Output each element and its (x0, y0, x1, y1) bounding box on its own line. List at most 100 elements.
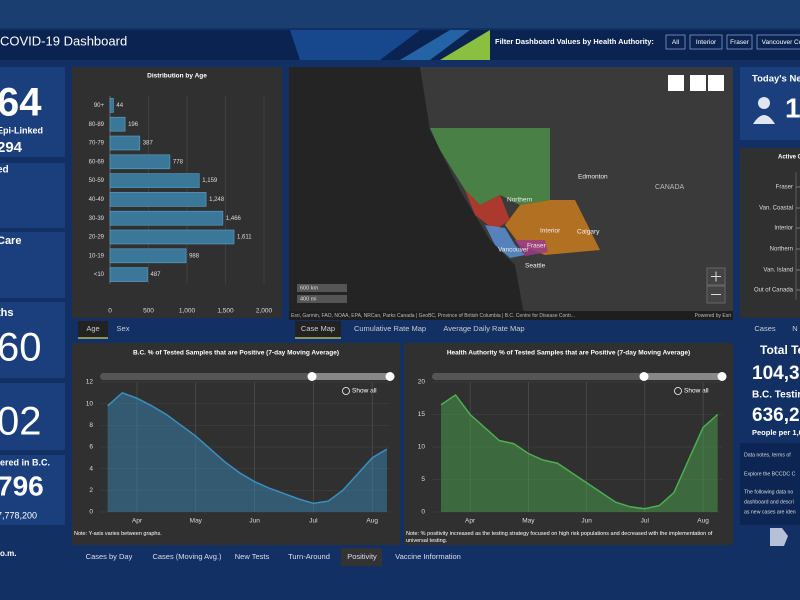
zoom-search-button[interactable] (668, 75, 684, 91)
data-label: 988 (189, 253, 200, 259)
filter-button[interactable] (689, 34, 723, 50)
y-tick-label: 5 (421, 476, 425, 483)
bar (109, 229, 235, 245)
map-region-coastal (465, 190, 510, 230)
dashboard-title: COVID-19 Dashboard (0, 33, 127, 48)
slider-handle[interactable] (717, 372, 727, 381)
y-tick-label: 30-39 (89, 216, 105, 222)
tab[interactable]: Cumulative Rate Map (354, 324, 426, 333)
map-label: Seattle (525, 263, 546, 270)
y-tick-label: 12 (86, 379, 94, 386)
tab[interactable]: Age (86, 324, 99, 333)
map-scale (297, 284, 347, 292)
bar (109, 210, 224, 226)
card-text: People per 1,0 (752, 428, 800, 437)
x-tick-label: Aug (697, 518, 709, 525)
map-label: Interior (540, 228, 561, 235)
y-tick-label: 6 (89, 444, 93, 451)
tab[interactable]: N (792, 324, 797, 333)
x-tick-label: Jul (309, 518, 318, 525)
tab-active (341, 548, 382, 566)
card-title: B.C. Testing (752, 390, 800, 401)
summary-card-text: 294 (0, 139, 23, 156)
map-label: Vancouver (498, 247, 529, 254)
filter-button-label[interactable]: All (672, 39, 680, 46)
bar (109, 267, 148, 282)
y-tick-label: 60-69 (89, 159, 105, 165)
x-tick-label: Aug (366, 518, 378, 525)
y-tick-label: 2 (89, 487, 93, 494)
list-item: Northern (770, 247, 793, 253)
y-tick-label: 8 (89, 422, 93, 429)
show-all-button[interactable]: Show all (352, 388, 377, 395)
card-value: 104,3 (752, 363, 800, 384)
summary-card (0, 455, 65, 525)
chart-note: Note: % positivity increased as the test… (406, 531, 713, 544)
filter-button[interactable] (756, 34, 800, 50)
map-scale-label: 600 km (300, 285, 318, 291)
card-value: 1 (785, 92, 800, 123)
attribution-bar (289, 311, 733, 320)
y-tick-label: 90+ (94, 103, 105, 109)
filter-button-label[interactable]: Vancouver Co (762, 39, 800, 46)
tab[interactable]: Positivity (347, 552, 377, 561)
bar (109, 135, 141, 151)
x-tick-label: 2,000 (256, 308, 273, 315)
filter-button[interactable] (665, 34, 686, 50)
map-label: Northern (507, 197, 533, 204)
tab[interactable]: Cases (Moving Avg.) (152, 552, 222, 561)
x-tick-label: 1,500 (217, 308, 234, 315)
tab[interactable]: New Tests (235, 552, 270, 561)
map-region-fraser (515, 240, 548, 256)
home-button[interactable] (690, 75, 706, 91)
x-tick-label: Jun (581, 518, 592, 525)
y-tick-label: 20 (418, 379, 426, 386)
summary-card (0, 67, 65, 157)
area (441, 395, 718, 512)
x-tick-label: Jun (249, 518, 260, 525)
x-tick-label: 1,000 (179, 308, 196, 315)
filter-button-label[interactable]: Fraser (730, 39, 750, 46)
summary-card-text: 64 (0, 81, 42, 125)
tab[interactable]: Cases (754, 324, 776, 333)
tab[interactable]: Cases by Day (86, 552, 133, 561)
data-label: 196 (128, 122, 139, 128)
y-tick-label: 80-89 (89, 122, 105, 128)
y-tick-label: 50-59 (89, 178, 105, 184)
slider-handle[interactable] (639, 372, 649, 381)
filter-button-label[interactable]: Interior (696, 39, 717, 46)
bar (109, 116, 126, 132)
y-tick-label: 10 (418, 444, 426, 451)
y-tick-label: 10 (86, 400, 94, 407)
y-tick-label: <10 (94, 272, 105, 278)
basemap-button[interactable] (708, 75, 724, 91)
filter-button[interactable] (726, 34, 753, 50)
header-accent (440, 30, 490, 60)
filter-label: Filter Dashboard Values by Health Author… (495, 37, 654, 46)
chart-note: Note: Y-axis varies between graphs. (74, 531, 162, 537)
show-all-button[interactable]: Show all (684, 388, 709, 395)
summary-card-text: Epi-Linked (0, 125, 43, 135)
x-tick-label: Apr (132, 518, 143, 525)
map-label: Fraser (527, 243, 547, 250)
footer-text: o.m. (0, 549, 16, 558)
data-label: 778 (173, 159, 184, 165)
summary-card (0, 302, 65, 378)
summary-card-text: 7,778,200 (0, 510, 37, 520)
map-attribution: Esri, Garmin, FAO, NOAA, EPA, NRCan, Par… (291, 313, 575, 319)
logo (770, 528, 788, 546)
zoom-icon (674, 387, 682, 395)
slider-handle[interactable] (307, 372, 317, 381)
list-item: Interior (774, 226, 793, 232)
slider-handle[interactable] (385, 372, 395, 381)
chart-title: B.C. % of Tested Samples that are Positi… (133, 350, 339, 357)
tab[interactable]: Case Map (301, 324, 335, 333)
tab[interactable]: Sex (117, 324, 130, 333)
x-tick-label: May (190, 518, 203, 525)
header-accent (290, 30, 420, 60)
person-icon (758, 97, 770, 109)
tab[interactable]: Average Daily Rate Map (443, 324, 524, 333)
tab[interactable]: Turn-Around (288, 552, 330, 561)
x-tick-label: May (522, 518, 535, 525)
tab[interactable]: Vaccine Information (395, 552, 461, 561)
